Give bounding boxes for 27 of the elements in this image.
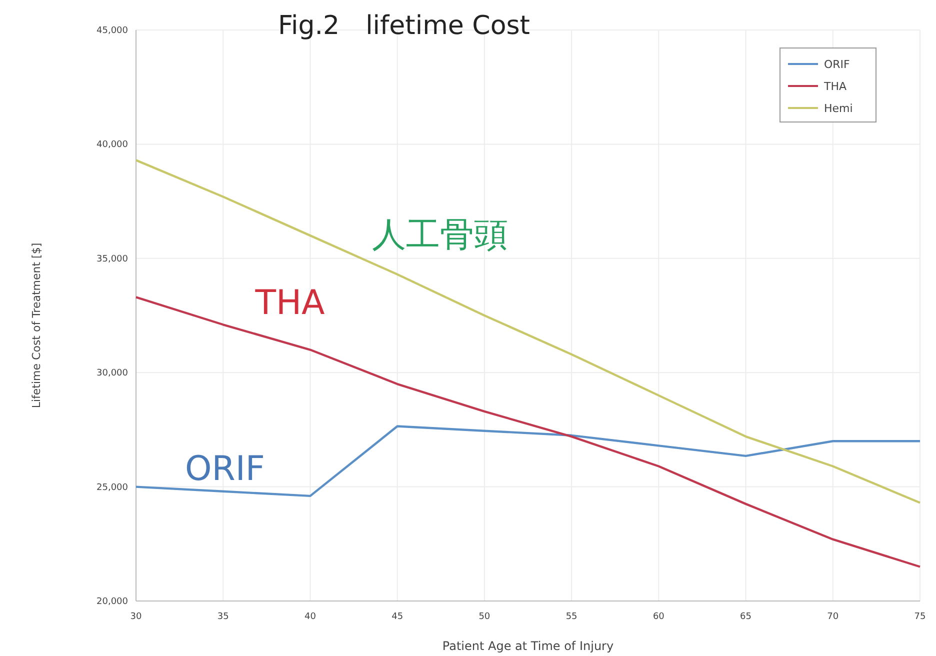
x-tick-label: 75	[914, 612, 926, 622]
y-tick-label: 25,000	[96, 482, 128, 493]
legend-label: Hemi	[824, 102, 853, 115]
annotation: 人工骨頭	[372, 215, 508, 255]
y-axis-title: Lifetime Cost of Treatment [$]	[30, 242, 43, 408]
legend-label: ORIF	[824, 58, 850, 71]
x-tick-label: 40	[304, 612, 316, 622]
x-tick-label: 65	[740, 612, 752, 622]
x-axis-title: Patient Age at Time of Injury	[442, 639, 614, 653]
y-tick-label: 45,000	[96, 26, 128, 36]
y-tick-label: 20,000	[96, 597, 128, 607]
x-tick-label: 60	[652, 612, 665, 622]
y-tick-label: 30,000	[96, 368, 128, 379]
y-tick-label: 40,000	[96, 140, 128, 150]
annotation: ORIF	[185, 449, 265, 489]
x-tick-label: 35	[217, 612, 229, 622]
chart-title: Fig.2 lifetime Cost	[278, 11, 530, 41]
x-tick-label: 55	[566, 612, 578, 622]
x-tick-label: 50	[478, 612, 490, 622]
y-tick-label: 35,000	[96, 254, 128, 264]
line-series	[134, 159, 922, 504]
x-tick-label: 70	[827, 612, 839, 622]
annotation: THA	[254, 283, 325, 323]
x-tick-label: 30	[130, 612, 142, 622]
legend-label: THA	[823, 80, 847, 93]
x-tick-label: 45	[392, 612, 404, 622]
line-series	[134, 425, 922, 498]
